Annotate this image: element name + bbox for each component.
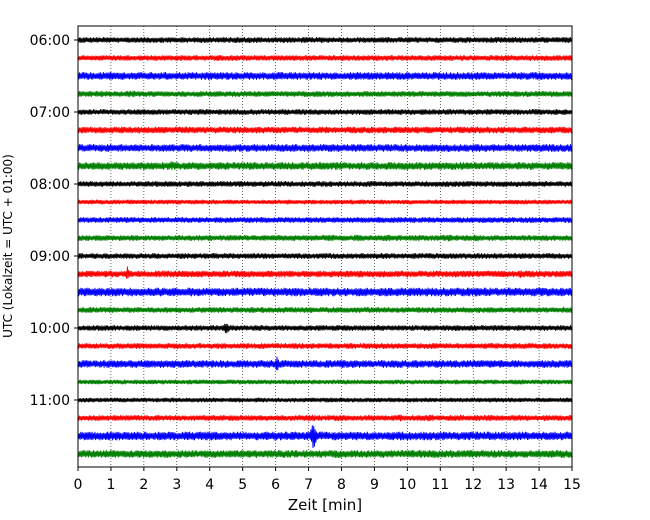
y-axis-label: UTC (Lokalzeit = UTC + 01:00) (1, 154, 15, 338)
trace-line (77, 287, 573, 297)
trace-line (77, 356, 573, 371)
trace-line (77, 450, 573, 458)
trace-line (77, 72, 573, 80)
y-tick-label: 07:00 (30, 105, 70, 121)
y-tick-label: 06:00 (30, 33, 70, 49)
trace-line (77, 161, 573, 171)
trace-line (77, 109, 573, 115)
trace-line (77, 217, 573, 223)
plot-frame (77, 25, 573, 468)
x-tick-label: 6 (271, 477, 280, 493)
x-tick-label: 10 (398, 477, 416, 493)
x-axis-label: Zeit [min] (288, 496, 362, 514)
trace-group (77, 37, 573, 458)
trace-line (77, 253, 573, 259)
trace-line (77, 199, 573, 205)
trace-line (77, 144, 573, 152)
x-tick-label: 15 (563, 477, 581, 493)
x-tick-label: 4 (205, 477, 214, 493)
x-tick-label: 8 (337, 477, 346, 493)
x-tick-label: 5 (238, 477, 247, 493)
trace-line (77, 397, 573, 403)
trace-line (77, 126, 573, 134)
trace-line (77, 37, 573, 43)
x-axis: 0 1 2 3 4 5 6 7 8 9 10 11 12 13 14 15 (74, 467, 581, 493)
trace-line (77, 90, 573, 98)
trace-line (77, 323, 573, 334)
x-tick-label: 11 (431, 477, 449, 493)
trace-line (77, 234, 573, 242)
trace-line (77, 425, 573, 449)
x-tick-label: 9 (370, 477, 379, 493)
trace-line (77, 181, 573, 187)
x-tick-label: 0 (74, 477, 83, 493)
trace-line (77, 343, 573, 349)
y-tick-label: 08:00 (30, 177, 70, 193)
x-tick-label: 3 (172, 477, 181, 493)
y-tick-label: 09:00 (30, 249, 70, 265)
x-tick-label: 14 (530, 477, 548, 493)
x-tick-label: 13 (497, 477, 515, 493)
y-tick-label: 11:00 (30, 393, 70, 409)
y-axis: 06:00 07:00 08:00 09:00 10:00 11:00 (30, 33, 78, 409)
x-tick-label: 12 (464, 477, 482, 493)
trace-line (77, 307, 573, 313)
x-tick-label: 2 (139, 477, 148, 493)
trace-line (77, 266, 573, 280)
trace-line (77, 414, 573, 422)
x-tick-label: 7 (304, 477, 313, 493)
trace-line (77, 55, 573, 61)
x-tick-label: 1 (106, 477, 115, 493)
y-tick-label: 10:00 (30, 321, 70, 337)
trace-line (77, 379, 573, 385)
